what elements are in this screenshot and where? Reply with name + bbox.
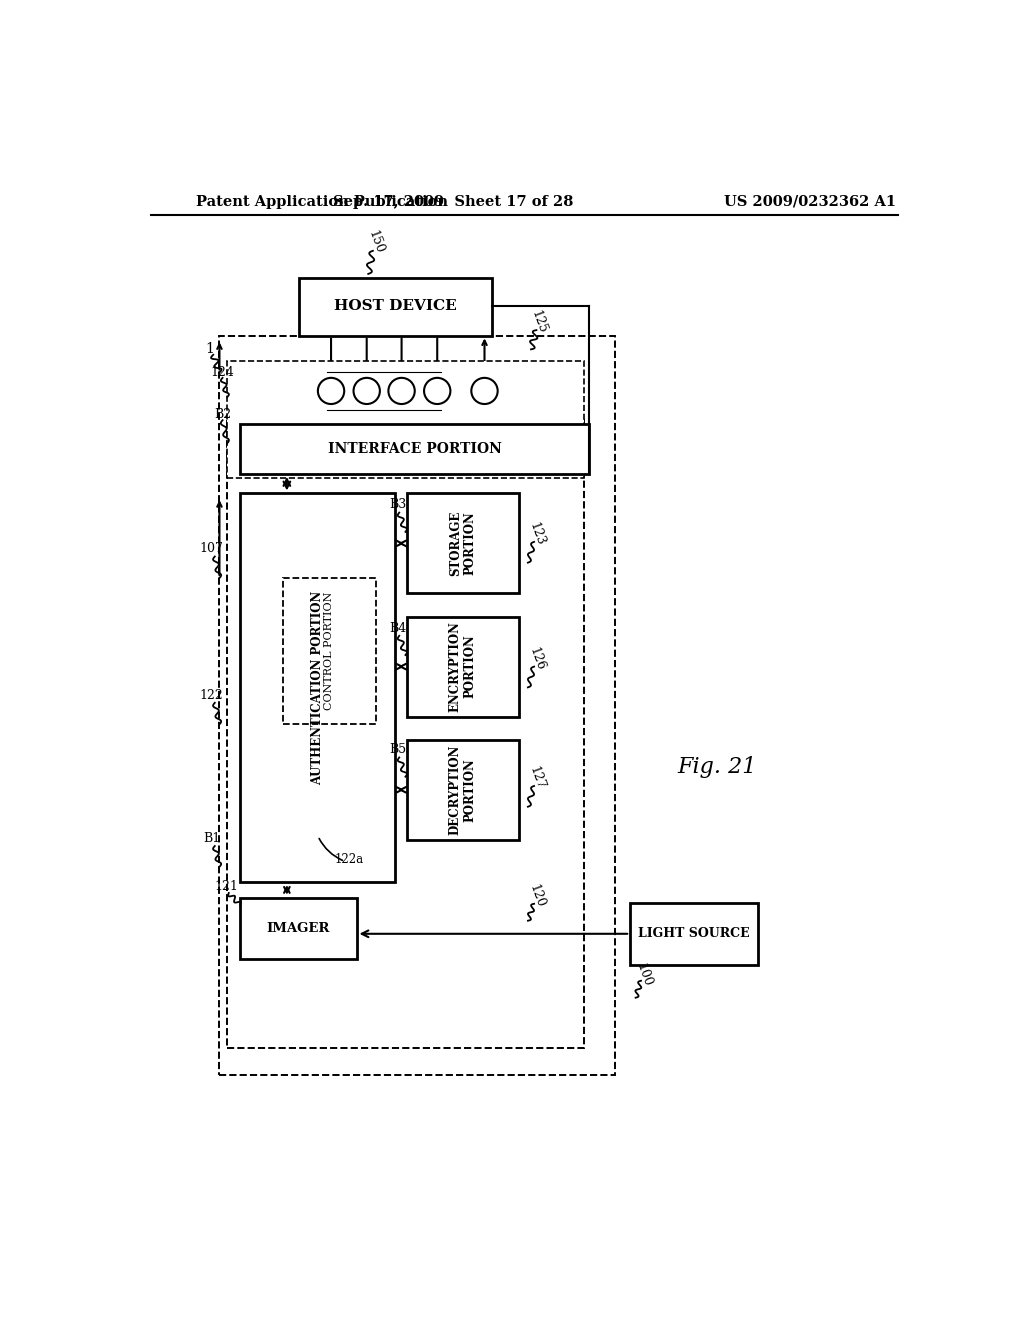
Circle shape bbox=[424, 378, 451, 404]
Bar bbox=[407, 616, 519, 717]
Bar bbox=[241, 494, 395, 882]
Text: AUTHENTICATION PORTION: AUTHENTICATION PORTION bbox=[311, 590, 325, 784]
Text: B5: B5 bbox=[389, 743, 407, 756]
Text: 150: 150 bbox=[366, 228, 386, 255]
Text: 107: 107 bbox=[200, 543, 223, 556]
Text: US 2009/0232362 A1: US 2009/0232362 A1 bbox=[724, 194, 896, 209]
Text: ENCRYPTION
PORTION: ENCRYPTION PORTION bbox=[449, 622, 477, 711]
Bar bbox=[241, 898, 356, 960]
Bar bbox=[227, 360, 584, 478]
Bar bbox=[219, 335, 614, 1074]
Text: 1: 1 bbox=[205, 342, 214, 355]
Bar bbox=[283, 578, 376, 725]
Text: DECRYPTION
PORTION: DECRYPTION PORTION bbox=[449, 744, 477, 836]
Text: INTERFACE PORTION: INTERFACE PORTION bbox=[328, 442, 502, 455]
Text: HOST DEVICE: HOST DEVICE bbox=[334, 300, 457, 313]
Text: 126: 126 bbox=[527, 645, 548, 672]
Ellipse shape bbox=[313, 370, 466, 412]
Circle shape bbox=[471, 378, 498, 404]
Text: Fig. 21: Fig. 21 bbox=[677, 755, 757, 777]
Text: 120: 120 bbox=[527, 883, 548, 909]
Text: B3: B3 bbox=[389, 499, 407, 511]
Text: 125: 125 bbox=[528, 309, 549, 335]
Text: 122: 122 bbox=[200, 689, 223, 702]
Bar bbox=[227, 416, 584, 1048]
Text: LIGHT SOURCE: LIGHT SOURCE bbox=[638, 927, 750, 940]
Text: CONTROL PORTION: CONTROL PORTION bbox=[325, 591, 335, 710]
Text: B4: B4 bbox=[389, 622, 407, 635]
Text: 122a: 122a bbox=[334, 853, 364, 866]
Text: B2: B2 bbox=[214, 408, 231, 421]
Text: IMAGER: IMAGER bbox=[267, 921, 330, 935]
Text: 121: 121 bbox=[214, 880, 239, 894]
Text: 124: 124 bbox=[211, 366, 234, 379]
Text: Sep. 17, 2009  Sheet 17 of 28: Sep. 17, 2009 Sheet 17 of 28 bbox=[334, 194, 573, 209]
Bar bbox=[407, 494, 519, 594]
Circle shape bbox=[317, 378, 344, 404]
Circle shape bbox=[353, 378, 380, 404]
Circle shape bbox=[388, 378, 415, 404]
Text: 127: 127 bbox=[527, 764, 548, 792]
Bar bbox=[630, 903, 758, 965]
Text: B1: B1 bbox=[203, 832, 220, 845]
Text: 123: 123 bbox=[527, 520, 548, 548]
Bar bbox=[407, 739, 519, 840]
Bar bbox=[241, 424, 589, 474]
Bar bbox=[299, 277, 493, 335]
Text: 100: 100 bbox=[633, 961, 653, 989]
Text: STORAGE
PORTION: STORAGE PORTION bbox=[449, 511, 477, 576]
Text: Patent Application Publication: Patent Application Publication bbox=[197, 194, 449, 209]
